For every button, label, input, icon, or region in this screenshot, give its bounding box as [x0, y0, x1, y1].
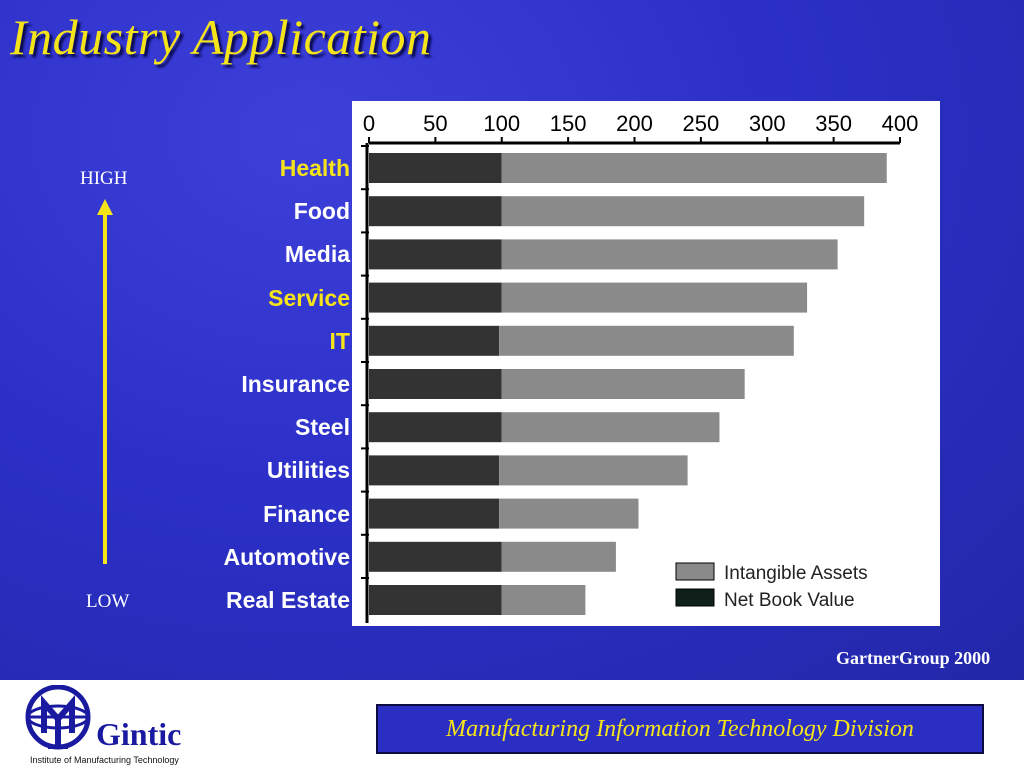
arrow-up-icon [97, 199, 113, 215]
x-tick-label-250: 250 [683, 111, 720, 136]
category-label-2: Media [284, 241, 350, 268]
ranking-arrow [103, 212, 107, 564]
bar-net-book-5 [369, 369, 502, 399]
bar-intangible-1 [501, 196, 865, 227]
category-label-4: IT [329, 327, 350, 354]
legend-label-net-book: Net Book Value [724, 590, 855, 611]
category-label-8: Finance [263, 500, 350, 527]
category-label-5: Insurance [241, 371, 350, 397]
bar-intangible-8 [499, 498, 639, 529]
bar-net-book-2 [369, 239, 502, 270]
bar-intangible-7 [499, 455, 688, 486]
slide-title: Industry Application [10, 9, 432, 65]
high-label: HIGH [80, 168, 128, 189]
bar-intangible-10 [501, 585, 586, 615]
source-note: GartnerGroup 2000 [836, 648, 991, 668]
x-tick-label-300: 300 [749, 111, 786, 136]
x-tick-label-0: 0 [363, 111, 375, 136]
bar-net-book-6 [369, 412, 502, 443]
category-label-6: Steel [295, 414, 350, 441]
x-tick-label-200: 200 [616, 111, 653, 136]
bar-net-book-7 [369, 455, 500, 486]
low-label: LOW [86, 591, 130, 612]
chart-panel: 0 50 100 150 200 250 300 350 400 Intangible Asset… [352, 101, 940, 626]
bar-intangible-6 [501, 412, 720, 443]
legend-label-intangible: Intangible Assets [724, 563, 868, 584]
x-tick-label-400: 400 [882, 111, 919, 136]
gintic-logo-icon [25, 685, 91, 750]
category-label-1: Food [293, 198, 350, 225]
bar-intangible-9 [501, 541, 616, 572]
org-subtitle: Institute of Manufacturing Technology [30, 755, 179, 765]
legend-swatch-net-book [675, 588, 715, 607]
bar-intangible-2 [501, 239, 838, 270]
bar-net-book-3 [369, 282, 502, 313]
category-label-3: Service [268, 284, 350, 311]
x-tick-label-150: 150 [550, 111, 587, 136]
x-tick-label-100: 100 [483, 111, 520, 136]
bar-chart: 0 50 100 150 200 250 300 350 400 Intangible Asset… [361, 111, 919, 623]
bar-net-book-9 [369, 541, 502, 572]
category-label-7: Utilities [266, 457, 350, 484]
x-tick-label-50: 50 [423, 111, 447, 136]
bar-intangible-3 [501, 282, 808, 313]
category-label-0: Health [279, 155, 350, 181]
bar-net-book-10 [369, 585, 502, 615]
bar-intangible-0 [501, 153, 887, 183]
legend-swatch-intangible [675, 562, 715, 581]
org-name: Gintic [96, 716, 182, 752]
bar-intangible-4 [499, 325, 794, 356]
bar-net-book-4 [369, 325, 500, 356]
bar-net-book-1 [369, 196, 502, 227]
category-label-10: Real Estate [225, 587, 350, 613]
bar-net-book-8 [369, 498, 500, 529]
category-label-9: Automotive [223, 543, 351, 570]
division-banner: Manufacturing Information Technology Div… [376, 704, 984, 754]
bar-net-book-0 [369, 153, 502, 183]
x-tick-label-350: 350 [815, 111, 852, 136]
bar-intangible-5 [501, 369, 745, 399]
